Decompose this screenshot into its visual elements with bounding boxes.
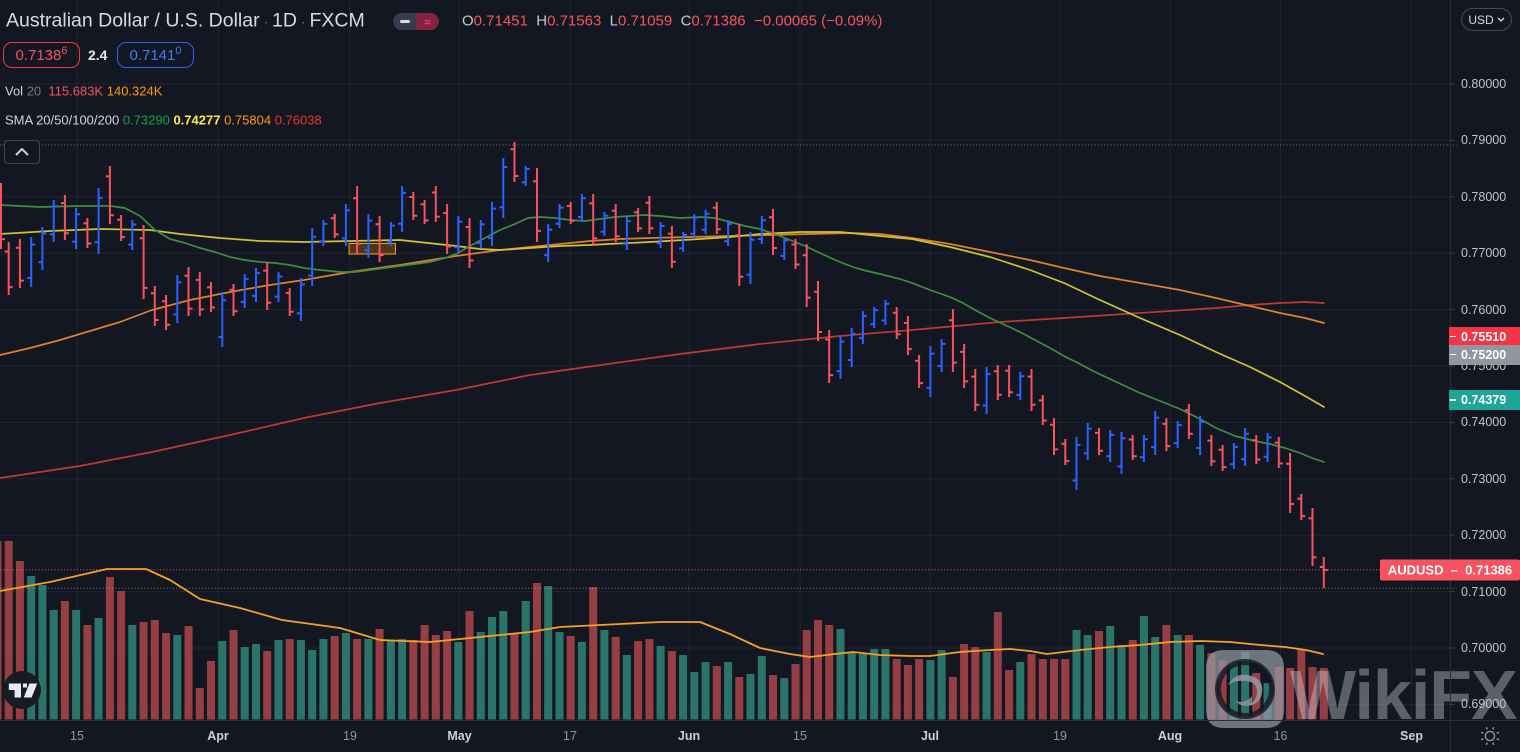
svg-text:WikiFX: WikiFX: [1290, 656, 1518, 734]
